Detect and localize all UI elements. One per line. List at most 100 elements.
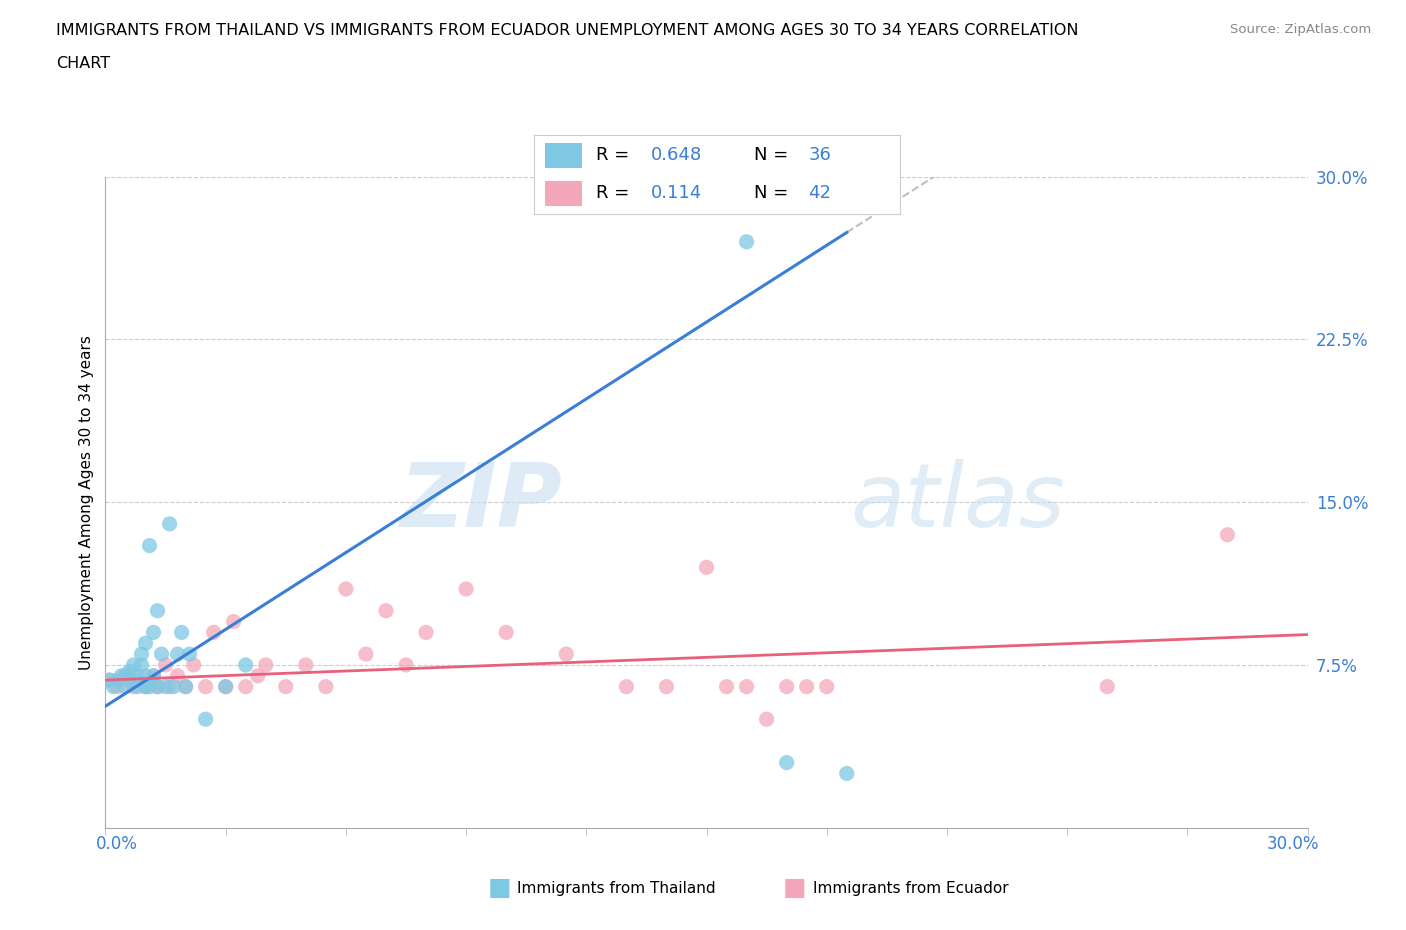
Text: IMMIGRANTS FROM THAILAND VS IMMIGRANTS FROM ECUADOR UNEMPLOYMENT AMONG AGES 30 T: IMMIGRANTS FROM THAILAND VS IMMIGRANTS F… — [56, 23, 1078, 38]
Point — [194, 679, 217, 694]
Point — [135, 669, 157, 684]
Point — [246, 669, 269, 684]
FancyBboxPatch shape — [546, 143, 582, 168]
FancyBboxPatch shape — [546, 180, 582, 206]
Point — [131, 646, 153, 661]
Text: N =: N = — [754, 184, 793, 203]
Text: 0.0%: 0.0% — [96, 835, 138, 853]
Point — [555, 646, 578, 661]
Text: 36: 36 — [808, 146, 831, 165]
Point — [142, 669, 165, 684]
Point — [696, 560, 718, 575]
Point — [114, 669, 136, 684]
Point — [114, 669, 136, 684]
Text: Source: ZipAtlas.com: Source: ZipAtlas.com — [1230, 23, 1371, 36]
Text: Immigrants from Thailand: Immigrants from Thailand — [517, 881, 716, 896]
Point — [155, 658, 177, 672]
Point — [122, 679, 145, 694]
Point — [254, 658, 277, 672]
Point — [127, 672, 149, 687]
Point — [776, 679, 799, 694]
Point — [110, 669, 132, 684]
Point — [755, 711, 778, 726]
Text: ■: ■ — [488, 876, 510, 900]
Point — [127, 679, 149, 694]
Point — [776, 755, 799, 770]
Point — [159, 516, 181, 531]
Text: N =: N = — [754, 146, 793, 165]
Text: ■: ■ — [783, 876, 806, 900]
Point — [616, 679, 638, 694]
Point — [131, 658, 153, 672]
Point — [135, 636, 157, 651]
Text: R =: R = — [596, 146, 636, 165]
Point — [835, 766, 858, 781]
Y-axis label: Unemployment Among Ages 30 to 34 years: Unemployment Among Ages 30 to 34 years — [79, 335, 94, 670]
Point — [122, 658, 145, 672]
Text: 0.114: 0.114 — [651, 184, 703, 203]
Point — [214, 679, 236, 694]
Point — [146, 679, 169, 694]
Point — [1097, 679, 1119, 694]
Point — [166, 669, 188, 684]
Point — [183, 658, 205, 672]
Point — [354, 646, 377, 661]
Point — [118, 664, 141, 679]
Point — [162, 679, 184, 694]
Point — [107, 679, 129, 694]
Text: 30.0%: 30.0% — [1267, 835, 1319, 853]
Point — [1216, 527, 1239, 542]
Point — [415, 625, 437, 640]
Point — [495, 625, 517, 640]
Point — [155, 679, 177, 694]
Point — [166, 646, 188, 661]
Point — [735, 234, 758, 249]
Text: R =: R = — [596, 184, 641, 203]
Point — [454, 581, 477, 596]
Text: 0.648: 0.648 — [651, 146, 703, 165]
Point — [202, 625, 225, 640]
Point — [135, 679, 157, 694]
Point — [235, 679, 257, 694]
Point — [735, 679, 758, 694]
Point — [114, 679, 136, 694]
Point — [174, 679, 197, 694]
Point — [796, 679, 818, 694]
Point — [98, 672, 121, 687]
Point — [194, 711, 217, 726]
Point — [107, 672, 129, 687]
Point — [395, 658, 418, 672]
Point — [142, 625, 165, 640]
Point — [135, 679, 157, 694]
Text: Immigrants from Ecuador: Immigrants from Ecuador — [813, 881, 1008, 896]
Point — [142, 669, 165, 684]
Point — [295, 658, 318, 672]
Point — [150, 646, 173, 661]
Point — [374, 604, 398, 618]
Point — [118, 672, 141, 687]
Point — [335, 581, 357, 596]
Point — [315, 679, 337, 694]
Point — [174, 679, 197, 694]
Point — [235, 658, 257, 672]
Point — [274, 679, 297, 694]
Point — [146, 679, 169, 694]
Point — [170, 625, 193, 640]
Text: 42: 42 — [808, 184, 831, 203]
Text: atlas: atlas — [851, 459, 1066, 545]
Point — [138, 679, 160, 694]
Point — [146, 604, 169, 618]
Point — [159, 679, 181, 694]
Point — [98, 672, 121, 687]
Point — [815, 679, 838, 694]
Text: CHART: CHART — [56, 56, 110, 71]
Point — [222, 614, 245, 629]
Point — [138, 538, 160, 553]
Point — [214, 679, 236, 694]
Point — [127, 669, 149, 684]
Point — [655, 679, 678, 694]
Point — [716, 679, 738, 694]
Text: ZIP: ZIP — [399, 458, 562, 546]
Point — [103, 679, 125, 694]
Point — [179, 646, 201, 661]
